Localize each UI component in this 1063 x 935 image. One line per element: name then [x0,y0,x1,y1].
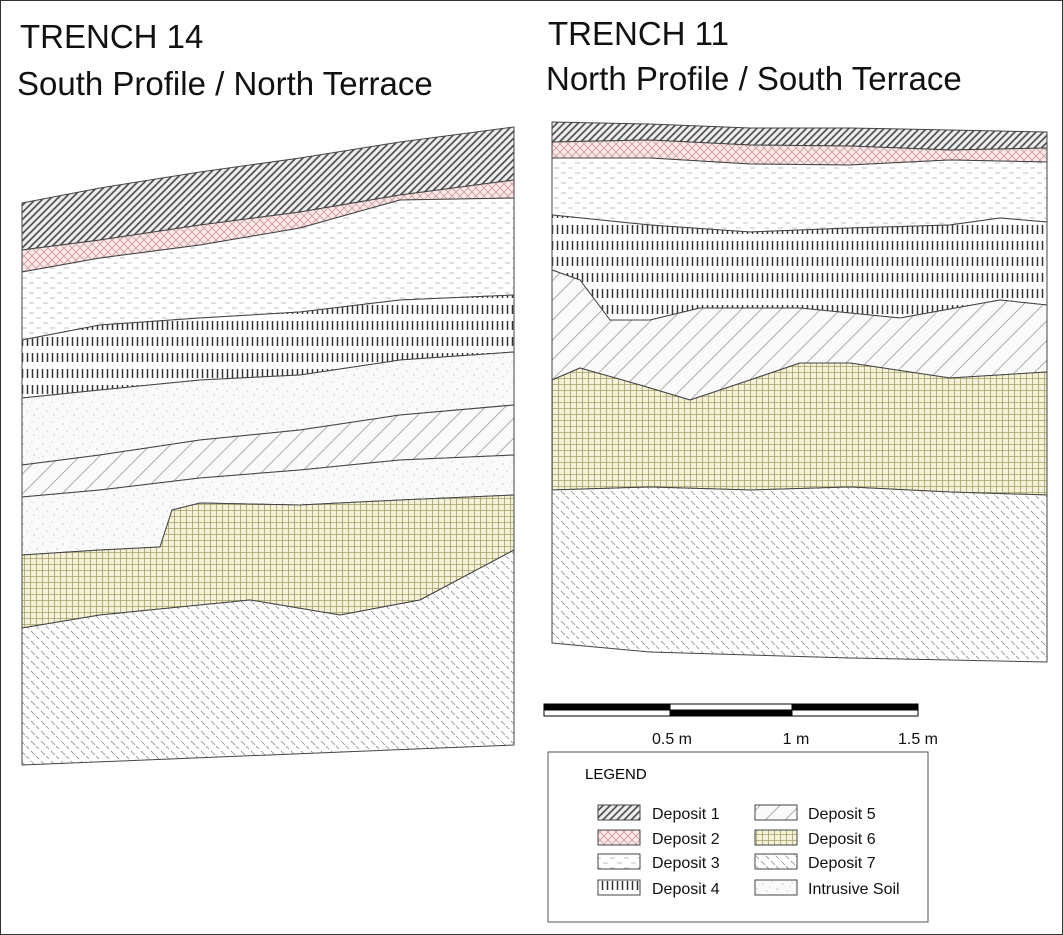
title: TRENCH 11 [548,15,729,52]
subtitle: North Profile / South Terrace [546,60,962,97]
profile-trench-14 [21,126,515,766]
legend-swatch [754,804,798,821]
scale-label: 1.5 m [898,731,938,748]
legend-label: Deposit 2 [652,831,720,848]
legend-swatch [597,853,641,870]
profile-trench-11 [551,121,1048,663]
legend: LEGEND Deposit 1 Deposit 2 Deposit 3 Dep… [547,751,929,923]
legend-title: LEGEND [585,766,647,783]
deposit-7 [551,486,1048,663]
legend-label: Deposit 7 [808,855,876,872]
legend-swatch [754,879,798,896]
legend-label: Deposit 1 [652,806,720,823]
legend-label: Deposit 3 [652,855,720,872]
legend-label: Intrusive Soil [808,881,900,898]
legend-label: Deposit 5 [808,806,876,823]
scale-label: 0.5 m [652,731,692,748]
title: TRENCH 14 [20,18,203,55]
legend-swatch [754,829,798,846]
deposit-6 [551,362,1048,496]
legend-label: Deposit 6 [808,831,876,848]
legend-swatch [597,804,641,821]
legend-label: Deposit 4 [652,881,720,898]
legend-swatch [597,829,641,846]
deposit-3 [551,157,1048,233]
deposit-7 [21,549,515,766]
legend-swatch [597,879,641,896]
deposit-4 [551,214,1048,321]
legend-swatch [754,853,798,870]
scale-label: 1 m [783,731,810,748]
scale-bar [543,703,919,717]
subtitle: South Profile / North Terrace [17,65,433,102]
